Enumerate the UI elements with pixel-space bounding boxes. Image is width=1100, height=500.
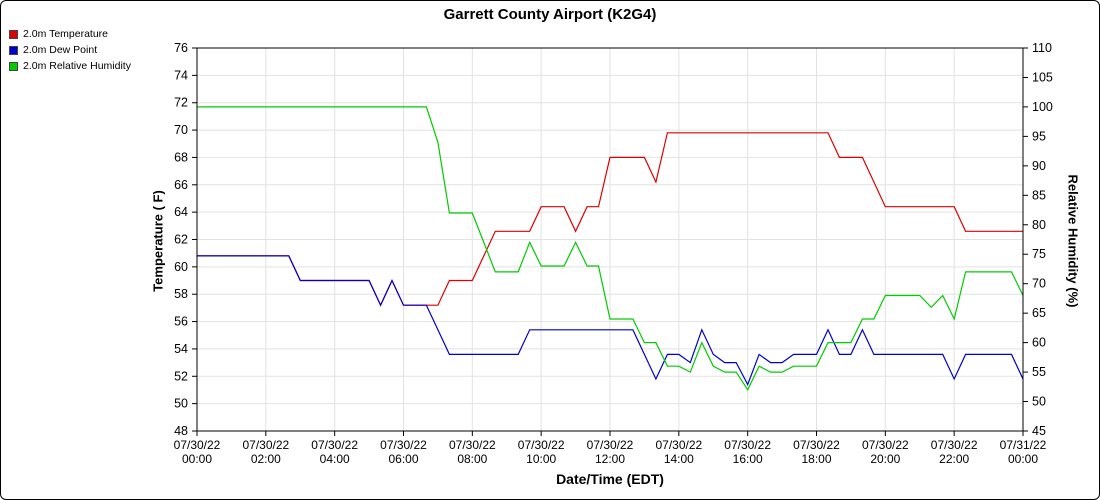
svg-text:60: 60	[174, 260, 188, 274]
svg-text:04:00: 04:00	[320, 452, 350, 466]
legend-swatch-dew-point	[9, 45, 18, 55]
svg-text:72: 72	[174, 96, 188, 110]
svg-text:18:00: 18:00	[801, 452, 831, 466]
svg-text:70: 70	[174, 123, 188, 137]
svg-text:60: 60	[1032, 336, 1046, 350]
svg-text:50: 50	[174, 397, 188, 411]
svg-text:00:00: 00:00	[182, 452, 212, 466]
legend-swatch-temperature	[9, 29, 18, 39]
svg-text:07/30/22: 07/30/22	[793, 438, 840, 452]
svg-text:100: 100	[1032, 100, 1053, 114]
svg-text:70: 70	[1032, 277, 1046, 291]
svg-text:76: 76	[174, 41, 188, 55]
svg-text:50: 50	[1032, 395, 1046, 409]
svg-text:07/30/22: 07/30/22	[862, 438, 909, 452]
legend-item-temperature: 2.0m Temperature	[9, 28, 131, 40]
legend-label-dew-point: 2.0m Dew Point	[23, 44, 98, 56]
svg-text:07/30/22: 07/30/22	[242, 438, 289, 452]
svg-text:74: 74	[174, 68, 188, 82]
svg-text:07/30/22: 07/30/22	[724, 438, 771, 452]
svg-text:65: 65	[1032, 306, 1046, 320]
svg-text:07/30/22: 07/30/22	[174, 438, 221, 452]
svg-text:68: 68	[174, 150, 188, 164]
legend-label-relative-humidity: 2.0m Relative Humidity	[23, 60, 131, 72]
svg-text:95: 95	[1032, 129, 1046, 143]
svg-text:07/31/22: 07/31/22	[1000, 438, 1047, 452]
svg-text:66: 66	[174, 178, 188, 192]
svg-text:07/30/22: 07/30/22	[311, 438, 358, 452]
svg-text:22:00: 22:00	[939, 452, 969, 466]
legend-swatch-relative-humidity	[9, 61, 18, 71]
svg-text:90: 90	[1032, 159, 1046, 173]
svg-text:07/30/22: 07/30/22	[655, 438, 702, 452]
svg-text:64: 64	[174, 205, 188, 219]
svg-text:14:00: 14:00	[664, 452, 694, 466]
svg-text:07/30/22: 07/30/22	[587, 438, 634, 452]
svg-text:07/30/22: 07/30/22	[931, 438, 978, 452]
svg-text:75: 75	[1032, 247, 1046, 261]
svg-text:10:00: 10:00	[526, 452, 556, 466]
legend: 2.0m Temperature 2.0m Dew Point 2.0m Rel…	[9, 28, 131, 76]
svg-text:00:00: 00:00	[1008, 452, 1038, 466]
svg-text:58: 58	[174, 287, 188, 301]
legend-item-relative-humidity: 2.0m Relative Humidity	[9, 60, 131, 72]
svg-text:16:00: 16:00	[733, 452, 763, 466]
svg-text:45: 45	[1032, 424, 1046, 438]
svg-text:07/30/22: 07/30/22	[518, 438, 565, 452]
svg-text:02:00: 02:00	[251, 452, 281, 466]
svg-text:56: 56	[174, 315, 188, 329]
svg-text:80: 80	[1032, 218, 1046, 232]
chart-title: Garrett County Airport (K2G4)	[443, 6, 657, 23]
x-axis-title: Date/Time (EDT)	[556, 471, 664, 487]
svg-text:55: 55	[1032, 365, 1046, 379]
svg-text:85: 85	[1032, 188, 1046, 202]
svg-text:54: 54	[174, 342, 188, 356]
svg-text:06:00: 06:00	[388, 452, 418, 466]
svg-text:20:00: 20:00	[870, 452, 900, 466]
svg-text:07/30/22: 07/30/22	[380, 438, 427, 452]
svg-text:07/30/22: 07/30/22	[449, 438, 496, 452]
svg-text:12:00: 12:00	[595, 452, 625, 466]
legend-label-temperature: 2.0m Temperature	[23, 28, 109, 40]
svg-text:62: 62	[174, 233, 188, 247]
legend-item-dew-point: 2.0m Dew Point	[9, 44, 131, 56]
svg-text:110: 110	[1032, 41, 1052, 55]
svg-text:105: 105	[1032, 70, 1053, 84]
svg-text:48: 48	[174, 424, 188, 438]
svg-text:52: 52	[174, 369, 188, 383]
svg-text:08:00: 08:00	[457, 452, 487, 466]
